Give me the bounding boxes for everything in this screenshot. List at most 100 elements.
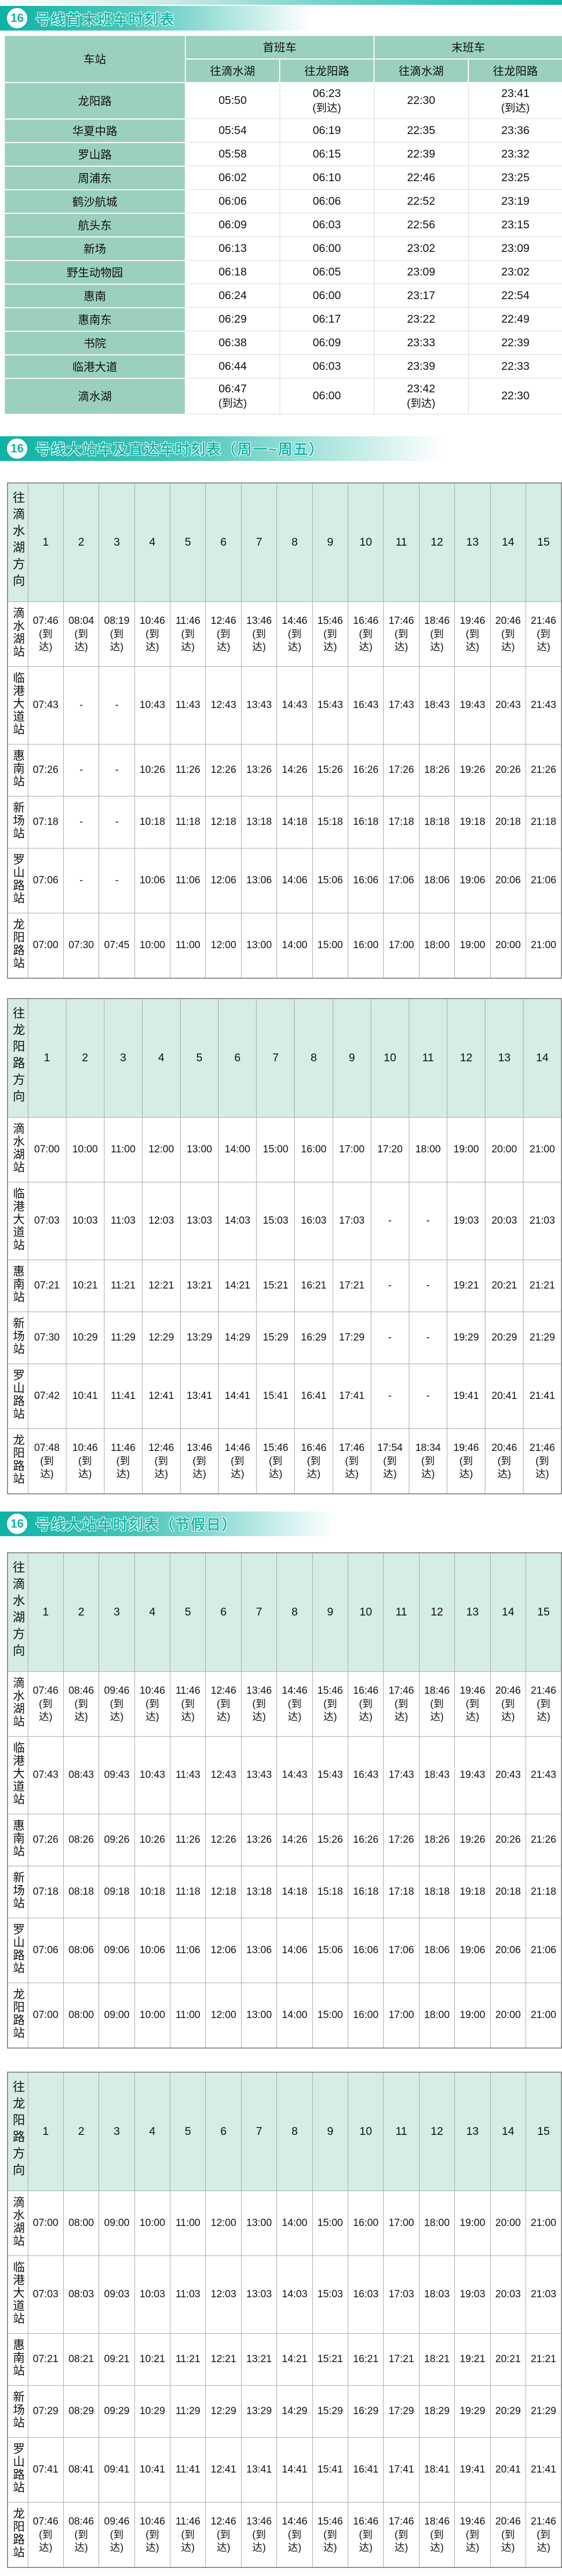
arrival-note: (到达) bbox=[312, 102, 341, 114]
time-cell: 17:03 bbox=[332, 1181, 371, 1260]
arrival-note: (到达) bbox=[145, 1698, 160, 1723]
time-cell: 14:18 bbox=[276, 1865, 313, 1918]
time-cell: 19:46 (到达) bbox=[454, 2501, 491, 2567]
time-cell: 17:18 bbox=[383, 1865, 419, 1918]
time-cell: 21:18 bbox=[525, 795, 562, 848]
station-label-text: 罗山路站 bbox=[11, 1368, 25, 1420]
time-cell: 15:00 bbox=[256, 1116, 295, 1182]
station-row: 新场站 07:18- -10:18 11:18 12:18 13:18 14:18 15:18… bbox=[7, 795, 562, 848]
arrival-note: (到达) bbox=[110, 628, 124, 653]
time-value: 17:46 bbox=[388, 1685, 414, 1696]
station-name-cell: 惠南 bbox=[4, 283, 186, 308]
station-label-text: 龙阳路站 bbox=[11, 2507, 25, 2559]
time-cell: 12:00 bbox=[141, 1116, 181, 1182]
time-cell: 21:00 bbox=[523, 1116, 562, 1182]
station-name-cell: 罗山路 bbox=[4, 142, 186, 167]
time-cell: 20:06 bbox=[490, 1917, 526, 1983]
arrival-note: (到达) bbox=[501, 628, 515, 653]
arrival-note: (到达) bbox=[110, 1698, 124, 1723]
no-service-cell: - bbox=[99, 795, 135, 848]
arrival-note: (到达) bbox=[39, 2529, 53, 2553]
station-row: 临港大道站 07:03 08:03 09:03 10:03 11:03 12:03 13:03… bbox=[7, 2255, 562, 2334]
time-cell: 12:26 bbox=[205, 1813, 242, 1866]
time-cell: 12:21 bbox=[141, 1259, 181, 1312]
time-cell: 12:46 (到达) bbox=[205, 2501, 242, 2567]
train-number-cell: 13 bbox=[485, 998, 524, 1118]
station-label-cell: 罗山路站 bbox=[7, 847, 28, 913]
arrival-note: (到达) bbox=[306, 1455, 321, 1480]
time-cell: 05:58 bbox=[185, 142, 280, 166]
time-cell: 20:03 bbox=[485, 1181, 524, 1260]
train-number-cell: 14 bbox=[490, 2072, 526, 2191]
header-row: 往滴水湖方向 1 2 3 4 5 6 7 8 9 10 11 12 13 14 15 bbox=[7, 482, 562, 602]
time-cell: 12:41 bbox=[205, 2437, 242, 2503]
bottom-padding bbox=[0, 2568, 562, 2576]
time-cell: 14:26 bbox=[276, 1813, 313, 1866]
time-cell: 12:29 bbox=[205, 2385, 242, 2438]
time-cell: 20:26 bbox=[490, 743, 526, 796]
time-cell: 07:26 bbox=[27, 1813, 64, 1866]
time-cell: 23:17 bbox=[373, 284, 469, 308]
time-cell: 20:03 bbox=[490, 2255, 526, 2334]
time-cell: 20:18 bbox=[490, 1865, 526, 1918]
time-cell: 22:39 bbox=[373, 142, 469, 166]
time-cell: 11:03 bbox=[170, 2255, 206, 2334]
time-value: 21:46 bbox=[530, 615, 557, 627]
time-cell: 08:00 bbox=[63, 2190, 100, 2256]
station-row: 滴水湖站 07:46 (到达) 08:46 (到达) 09:46 (到达) 10:46 (到达)… bbox=[7, 1671, 562, 1737]
time-cell: 07:30 bbox=[27, 1311, 66, 1364]
time-cell: 21:21 bbox=[523, 1259, 562, 1312]
time-cell: 11:26 bbox=[170, 743, 206, 796]
time-cell: 06:03 bbox=[279, 213, 374, 237]
time-cell: 14:29 bbox=[276, 2385, 313, 2438]
time-cell: 14:00 bbox=[218, 1116, 257, 1182]
time-cell: 17:46 (到达) bbox=[383, 601, 419, 667]
time-value: 18:46 bbox=[424, 615, 450, 627]
arrival-note: (到达) bbox=[466, 1698, 479, 1723]
train-number-cell: 5 bbox=[180, 998, 219, 1118]
time-value: 17:46 bbox=[388, 615, 414, 627]
header-row: 往龙阳路方向 1 2 3 4 5 6 7 8 9 10 11 12 13 14 15 bbox=[7, 2072, 562, 2191]
time-cell: 17:43 bbox=[383, 666, 419, 744]
station-row: 滴水湖站 07:00 10:00 11:00 12:00 13:00 14:00 15:00 1… bbox=[7, 1116, 562, 1182]
station-row: 罗山路站 07:41 08:41 09:41 10:41 11:41 12:41 13:41 1… bbox=[7, 2437, 562, 2503]
time-cell: 07:03 bbox=[27, 2255, 64, 2334]
time-cell: 07:21 bbox=[27, 1259, 66, 1312]
time-cell: 22:52 bbox=[373, 189, 469, 213]
arrival-note: (到达) bbox=[466, 628, 479, 653]
direction-label-text: 往滴水湖方向 bbox=[11, 490, 25, 591]
station-label-cell: 新场站 bbox=[7, 1865, 28, 1918]
time-cell: 15:18 bbox=[312, 795, 349, 848]
time-cell: 20:21 bbox=[485, 1259, 524, 1312]
time-cell: 07:46 (到达) bbox=[27, 2501, 64, 2567]
last-train-header: 末班车 bbox=[373, 35, 562, 59]
direction-subheader: 往龙阳路 bbox=[468, 58, 562, 83]
train-number-cell: 4 bbox=[141, 998, 181, 1118]
train-number-cell: 15 bbox=[525, 2072, 562, 2191]
time-cell: 18:26 bbox=[418, 1813, 455, 1866]
time-cell: 13:03 bbox=[241, 2255, 278, 2334]
time-cell: 10:18 bbox=[134, 795, 171, 848]
station-name-cell: 华夏中路 bbox=[4, 118, 186, 143]
station-label-text: 龙阳路站 bbox=[11, 1433, 25, 1485]
train-number-cell: 13 bbox=[454, 2072, 491, 2191]
time-cell: 16:00 bbox=[348, 2190, 384, 2256]
time-cell: 20:21 bbox=[490, 2333, 526, 2386]
time-cell: 13:00 bbox=[241, 1982, 278, 2048]
time-value: 11:46 bbox=[110, 1442, 136, 1454]
time-cell: 18:00 bbox=[418, 912, 455, 978]
time-cell: 10:21 bbox=[134, 2333, 171, 2386]
station-label-cell: 新场站 bbox=[7, 1311, 28, 1364]
time-cell: 19:03 bbox=[454, 2255, 491, 2334]
time-cell: 06:00 bbox=[279, 284, 374, 308]
time-cell: 14:03 bbox=[276, 2255, 313, 2334]
time-cell: 11:21 bbox=[103, 1259, 143, 1312]
station-row: 滴水湖 06:47 (到达) 06:00 23:42 (到达) 22:30 bbox=[4, 377, 562, 415]
no-service-cell: - bbox=[370, 1363, 409, 1429]
time-cell: 18:46 (到达) bbox=[418, 1671, 455, 1737]
time-cell: 12:00 bbox=[205, 1982, 242, 2048]
arrival-note: (到达) bbox=[252, 1698, 266, 1723]
arrival-note: (到达) bbox=[252, 628, 266, 653]
time-value: 16:46 bbox=[353, 615, 379, 627]
